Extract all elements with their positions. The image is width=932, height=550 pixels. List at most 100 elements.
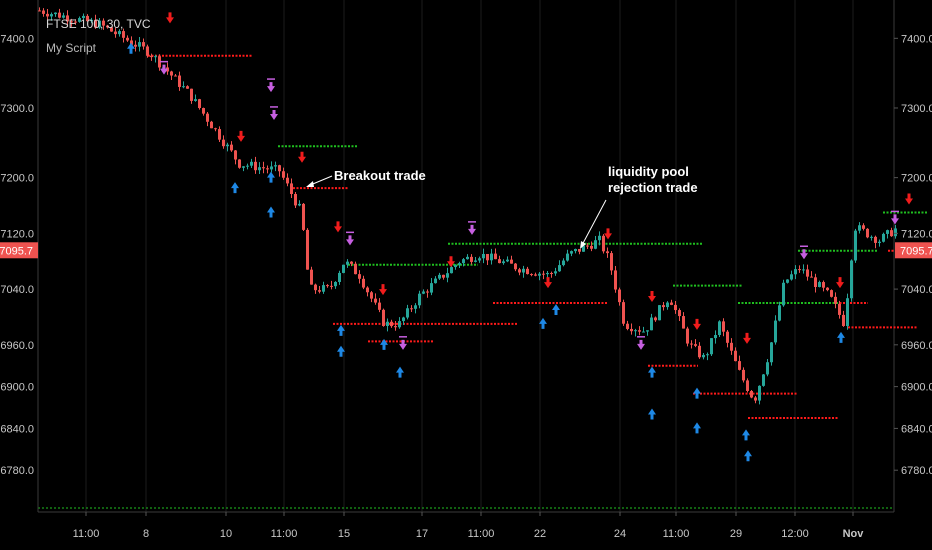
candle-body [430,283,433,293]
candle-body [238,159,241,168]
candle-body [270,166,273,170]
candle-body [534,274,537,276]
price-tick-label-left: 6780.0 [0,465,34,477]
price-tick-label-right: 7200.0 [901,173,932,185]
buy-arrow-icon [380,338,388,350]
candle-body [62,15,65,18]
chart-symbol-title[interactable]: FTSE 100, 30, TVC [46,17,151,31]
candle-body [814,277,817,287]
candle-body [54,12,57,15]
price-tick-label-left: 7200.0 [0,173,34,185]
candle-body [762,374,765,386]
candle-body [614,270,617,290]
price-tick-label-left: 7040.0 [0,284,34,296]
price-tick-label-right: 7120.0 [901,228,932,240]
exit-arrow-icon [160,64,168,75]
candle-body [242,166,245,168]
candle-body [550,273,553,275]
candle-body [362,278,365,288]
candle-body [666,302,669,308]
price-tick-label-right: 6840.0 [901,423,932,435]
candle-body [842,314,845,327]
candle-body [358,274,361,279]
candle-body [822,282,825,288]
candle-body [82,15,85,19]
candle-body [262,167,265,169]
candle-body [882,233,885,242]
candle-body [134,44,137,47]
candle-body [398,321,401,328]
liquidity-pointer-line [580,199,607,248]
candle-body [130,40,133,45]
candle-body [118,31,121,35]
candle-body [218,129,221,140]
candle-body [254,161,257,171]
candle-body [390,321,393,327]
candle-body [670,302,673,305]
candle-body [306,229,309,270]
candle-body [378,302,381,310]
candle-body [294,194,297,206]
candle-body [274,165,277,167]
liquidity-annotation-line2: rejection trade [608,180,698,195]
candle-body [726,331,729,343]
candle-body [202,108,205,114]
price-tick-label-left: 7300.0 [0,103,34,115]
candle-body [410,308,413,310]
candle-body [622,302,625,324]
candle-body [702,354,705,358]
candle-body [150,55,153,58]
candle-body [386,321,389,327]
candle-body [654,317,657,321]
candle-body [518,269,521,273]
candle-body [858,225,861,231]
sell-arrow-icon [237,130,245,142]
candle-body [78,18,81,22]
price-tick-label-left: 6840.0 [0,423,34,435]
candle-body [526,268,529,275]
candle-body [250,161,253,166]
indicator-name[interactable]: My Script [46,41,97,55]
candle-body [554,271,557,274]
gridlines [37,0,895,513]
candle-body [226,144,229,147]
candle-body [142,42,145,47]
buy-arrow-icon [648,408,656,420]
candle-body [574,248,577,252]
candle-body [646,330,649,332]
candle-body [74,21,77,23]
time-tick-label: 17 [416,528,428,540]
candle-body [366,287,369,293]
candle-body [170,71,173,76]
candle-body [298,203,301,206]
candle-body [314,284,317,291]
candle-body [334,281,337,287]
candle-body [874,236,877,243]
candle-body [186,86,189,89]
liquidity-annotation-line1: liquidity pool [608,164,689,179]
sell-arrow-icon [604,228,612,240]
price-tick-label-right: 7300.0 [901,103,932,115]
candle-body [714,335,717,339]
candle-body [834,296,837,304]
sell-arrow-icon [379,284,387,296]
candle-body [474,260,477,262]
candle-body [766,362,769,375]
candle-body [326,285,329,287]
buy-arrow-icon [267,206,275,218]
candle-body [634,330,637,332]
candle-body [138,42,141,47]
candle-body [42,10,45,14]
candle-body [774,320,777,343]
candle-body [642,331,645,333]
candle-body [454,265,457,268]
candle-body [662,305,665,308]
candle-body [182,86,185,88]
buy-arrow-icon [742,429,750,441]
candle-body [50,14,53,17]
candle-body [590,245,593,249]
candle-body [266,168,269,170]
candle-body [122,31,125,38]
candle-body [826,287,829,291]
